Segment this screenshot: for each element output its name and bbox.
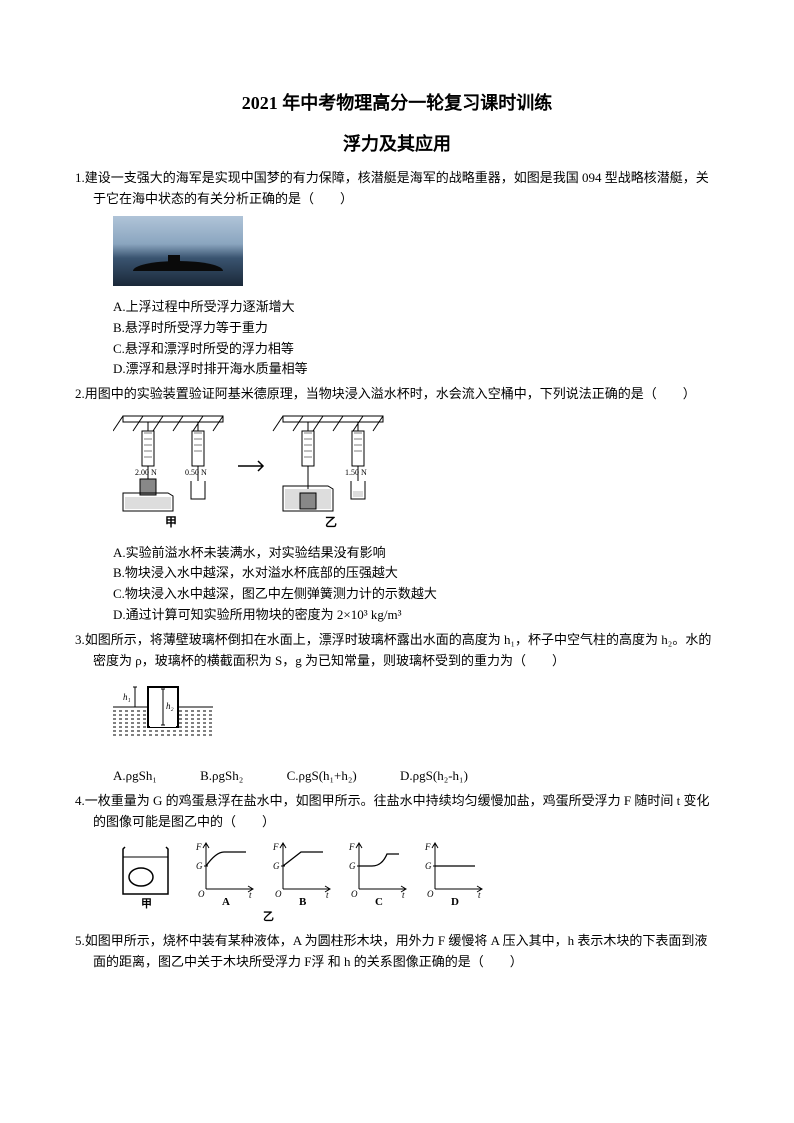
beaker-egg: 甲 bbox=[113, 839, 183, 909]
svg-text:甲: 甲 bbox=[141, 897, 152, 909]
q2-text: 2.用图中的实验装置验证阿基米德原理，当物块浸入溢水杯时，水会流入空桶中，下列说… bbox=[75, 384, 719, 405]
q3-optA: A.ρgSh₁ bbox=[113, 764, 157, 787]
sub-title: 浮力及其应用 bbox=[75, 131, 719, 158]
svg-text:B: B bbox=[299, 896, 307, 908]
q3-optC: C.ρgS(h₁+h₂) bbox=[287, 764, 357, 787]
svg-text:O: O bbox=[275, 889, 282, 899]
svg-text:t: t bbox=[326, 890, 329, 900]
q3-num: 3. bbox=[75, 632, 85, 647]
q1-image-box bbox=[75, 216, 719, 292]
q1-num: 1. bbox=[75, 170, 85, 185]
svg-text:t: t bbox=[249, 890, 252, 900]
svg-text:t: t bbox=[478, 890, 481, 900]
q1-optA: A.上浮过程中所受浮力逐渐增大 bbox=[75, 297, 719, 318]
svg-text:1.50 N: 1.50 N bbox=[345, 468, 367, 477]
q4-stem: 一枚重量为 G 的鸡蛋悬浮在盐水中，如图甲所示。往盐水中持续均匀缓慢加盐，鸡蛋所… bbox=[85, 793, 710, 829]
q3-optB: B.ρgSh₂ bbox=[200, 764, 243, 787]
graph-D: F G O t D bbox=[423, 839, 488, 909]
svg-text:甲: 甲 bbox=[165, 515, 177, 529]
q1-text: 1.建设一支强大的海军是实现中国梦的有力保障，核潜艇是海军的战略重器，如图是我国… bbox=[75, 168, 719, 210]
graph-C: F G O t C bbox=[347, 839, 412, 909]
question-5: 5.如图甲所示，烧杯中装有某种液体，A 为圆柱形木块，用外力 F 缓慢将 A 压… bbox=[75, 931, 719, 973]
svg-text:F: F bbox=[272, 842, 279, 852]
q2-optD: D.通过计算可知实验所用物块的密度为 2×10³ kg/m³ bbox=[75, 605, 719, 626]
svg-text:F: F bbox=[195, 842, 202, 852]
svg-text:A: A bbox=[222, 896, 230, 908]
archimedes-diagram: 2.00 N 0.50 N 甲 bbox=[113, 411, 433, 531]
q5-num: 5. bbox=[75, 933, 85, 948]
q3-image-box: h₁ h₂ bbox=[75, 677, 719, 758]
question-2: 2.用图中的实验装置验证阿基米德原理，当物块浸入溢水杯时，水会流入空桶中，下列说… bbox=[75, 384, 719, 625]
submarine-image bbox=[113, 216, 243, 286]
q2-optA: A.实验前溢水杯未装满水，对实验结果没有影响 bbox=[75, 543, 719, 564]
svg-text:G: G bbox=[196, 861, 203, 871]
q4-text: 4.一枚重量为 G 的鸡蛋悬浮在盐水中，如图甲所示。往盐水中持续均匀缓慢加盐，鸡… bbox=[75, 791, 719, 833]
q4-num: 4. bbox=[75, 793, 85, 808]
svg-text:O: O bbox=[427, 889, 434, 899]
cup-diagram: h₁ h₂ bbox=[113, 677, 213, 752]
svg-text:G: G bbox=[425, 861, 432, 871]
svg-text:C: C bbox=[375, 896, 383, 908]
q2-optC: C.物块浸入水中越深，图乙中左侧弹簧测力计的示数越大 bbox=[75, 584, 719, 605]
svg-text:F: F bbox=[424, 842, 431, 852]
q3-text: 3.如图所示，将薄壁玻璃杯倒扣在水面上，漂浮时玻璃杯露出水面的高度为 h₁，杯子… bbox=[75, 630, 719, 672]
q1-stem: 建设一支强大的海军是实现中国梦的有力保障，核潜艇是海军的战略重器，如图是我国 0… bbox=[85, 170, 709, 206]
svg-text:h₂: h₂ bbox=[166, 701, 174, 711]
svg-text:O: O bbox=[198, 889, 205, 899]
question-3: 3.如图所示，将薄壁玻璃杯倒扣在水面上，漂浮时玻璃杯露出水面的高度为 h₁，杯子… bbox=[75, 630, 719, 787]
svg-text:O: O bbox=[351, 889, 358, 899]
q4-yi-label: 乙 bbox=[113, 909, 719, 926]
q2-image-box: 2.00 N 0.50 N 甲 bbox=[75, 411, 719, 537]
q3-options: A.ρgSh₁ B.ρgSh₂ C.ρgS(h₁+h₂) D.ρgS(h₂-h₁… bbox=[75, 764, 719, 787]
q4-image-box: 甲 F G O t A F G O t B bbox=[75, 839, 719, 926]
svg-text:2.00 N: 2.00 N bbox=[135, 468, 157, 477]
graph-B: F G O t B bbox=[271, 839, 336, 909]
q2-num: 2. bbox=[75, 386, 85, 401]
q5-text: 5.如图甲所示，烧杯中装有某种液体，A 为圆柱形木块，用外力 F 缓慢将 A 压… bbox=[75, 931, 719, 973]
q3-stem: 如图所示，将薄壁玻璃杯倒扣在水面上，漂浮时玻璃杯露出水面的高度为 h₁，杯子中空… bbox=[85, 632, 712, 668]
question-1: 1.建设一支强大的海军是实现中国梦的有力保障，核潜艇是海军的战略重器，如图是我国… bbox=[75, 168, 719, 380]
q5-stem: 如图甲所示，烧杯中装有某种液体，A 为圆柱形木块，用外力 F 缓慢将 A 压入其… bbox=[85, 933, 708, 969]
q2-optB: B.物块浸入水中越深，水对溢水杯底部的压强越大 bbox=[75, 563, 719, 584]
q1-optD: D.漂浮和悬浮时排开海水质量相等 bbox=[75, 359, 719, 380]
graph-A: F G O t A bbox=[194, 839, 259, 909]
svg-text:F: F bbox=[348, 842, 355, 852]
q2-stem: 用图中的实验装置验证阿基米德原理，当物块浸入溢水杯时，水会流入空桶中，下列说法正… bbox=[85, 386, 696, 401]
q1-optB: B.悬浮时所受浮力等于重力 bbox=[75, 318, 719, 339]
svg-text:G: G bbox=[349, 861, 356, 871]
svg-text:D: D bbox=[451, 896, 459, 908]
svg-text:乙: 乙 bbox=[325, 515, 337, 529]
svg-text:0.50 N: 0.50 N bbox=[185, 468, 207, 477]
question-4: 4.一枚重量为 G 的鸡蛋悬浮在盐水中，如图甲所示。往盐水中持续均匀缓慢加盐，鸡… bbox=[75, 791, 719, 925]
q3-optD: D.ρgS(h₂-h₁) bbox=[400, 764, 468, 787]
q1-optC: C.悬浮和漂浮时所受的浮力相等 bbox=[75, 339, 719, 360]
svg-text:G: G bbox=[273, 861, 280, 871]
svg-text:t: t bbox=[402, 890, 405, 900]
main-title: 2021 年中考物理高分一轮复习课时训练 bbox=[75, 90, 719, 117]
svg-text:h₁: h₁ bbox=[123, 692, 131, 702]
